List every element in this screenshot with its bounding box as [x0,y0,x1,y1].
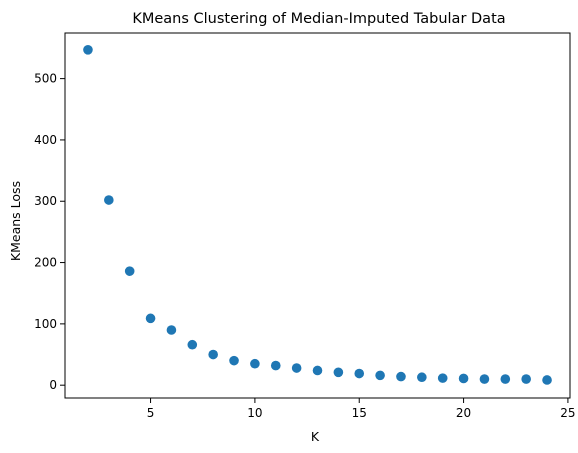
data-point [145,313,156,324]
data-point [437,373,448,383]
x-tick-label: 10 [247,406,262,420]
data-point [291,363,302,373]
data-point [124,266,135,276]
data-point [187,339,198,350]
x-tick-label: 15 [352,406,367,420]
plot-frame [64,32,571,399]
data-point [375,370,385,381]
x-axis-label: K [311,429,320,444]
y-tick-label: 300 [34,194,57,208]
data-point [458,373,469,384]
y-tick-label: 0 [49,378,57,392]
y-tick-label: 400 [34,133,57,147]
data-point [521,374,531,384]
data-point [396,371,406,382]
x-tick-label: 25 [560,406,575,420]
x-tick-label: 5 [147,406,155,420]
data-point [312,365,323,376]
data-point [417,372,427,383]
data-point [83,44,93,55]
data-point [229,355,239,366]
y-tick-label: 100 [34,317,57,331]
data-point [333,367,344,378]
data-point [208,349,218,360]
data-point [354,368,365,379]
data-point [479,374,490,384]
data-point [542,375,552,385]
data-point [104,195,114,205]
y-tick-label: 500 [34,72,57,86]
x-tick-label: 20 [456,406,471,420]
data-point [250,358,260,369]
chart-title: KMeans Clustering of Median-Imputed Tabu… [132,11,505,27]
data-point [166,325,177,335]
data-points [83,44,552,385]
data-point [270,360,281,371]
y-tick-label: 200 [34,256,57,270]
y-axis-label: KMeans Loss [8,181,23,261]
data-point [500,374,511,384]
x-axis-ticks: 5 10 15 20 25 [147,398,576,420]
y-axis-ticks: 0 100 200 300 400 500 [34,72,65,392]
